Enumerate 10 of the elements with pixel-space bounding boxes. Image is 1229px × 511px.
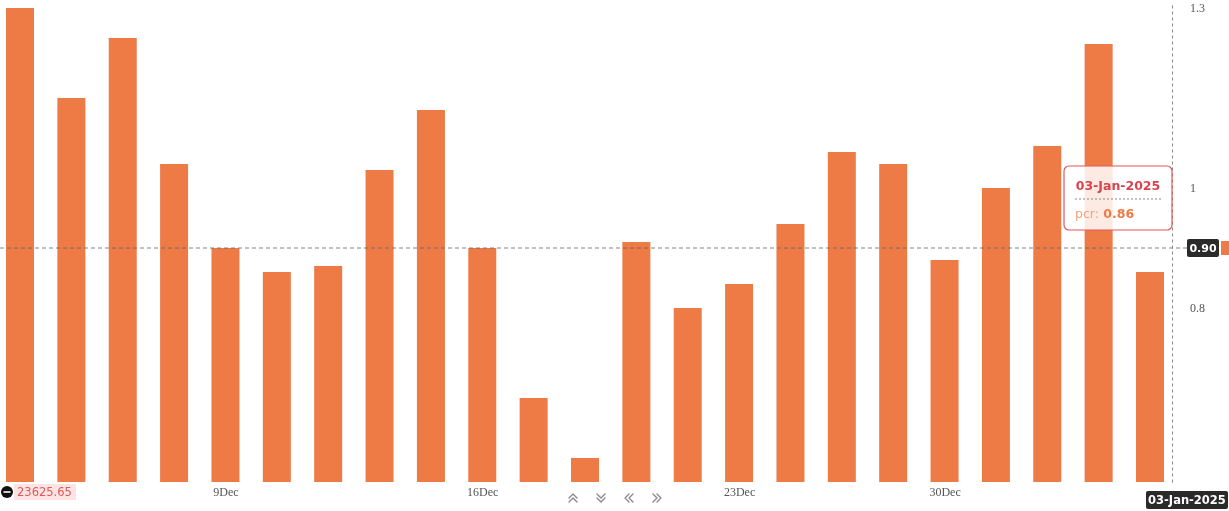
- x-tick-label: 30Dec: [929, 484, 961, 499]
- x-tick-label: 23Dec: [723, 484, 756, 499]
- x-tick-label: 9Dec: [213, 484, 239, 499]
- y-tick-label: 0.8: [1190, 301, 1205, 316]
- y-tick-label: 1.3: [1190, 1, 1205, 16]
- x-tick-label: 16Dec: [467, 484, 499, 499]
- annotation: 03-Jan-2025: [1075, 178, 1161, 193]
- annotation: pcr: 0.86: [1075, 206, 1135, 221]
- y-tick-label: 1: [1190, 181, 1196, 196]
- text: 23625.65: [17, 485, 72, 499]
